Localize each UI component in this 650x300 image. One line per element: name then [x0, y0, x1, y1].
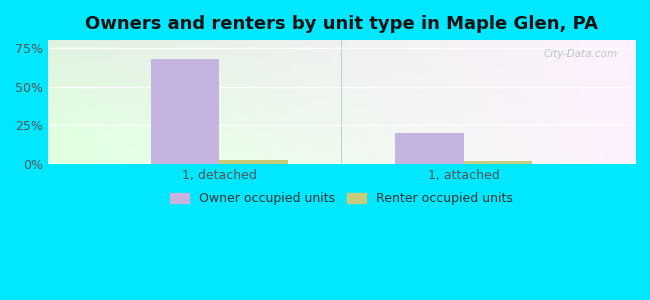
Bar	[219, 160, 287, 164]
Legend: Owner occupied units, Renter occupied units: Owner occupied units, Renter occupied un…	[165, 187, 518, 210]
Title: Owners and renters by unit type in Maple Glen, PA: Owners and renters by unit type in Maple…	[85, 15, 598, 33]
Bar	[395, 133, 463, 164]
Bar	[151, 59, 219, 164]
Bar	[463, 161, 532, 164]
Text: City-Data.com: City-Data.com	[543, 49, 618, 59]
